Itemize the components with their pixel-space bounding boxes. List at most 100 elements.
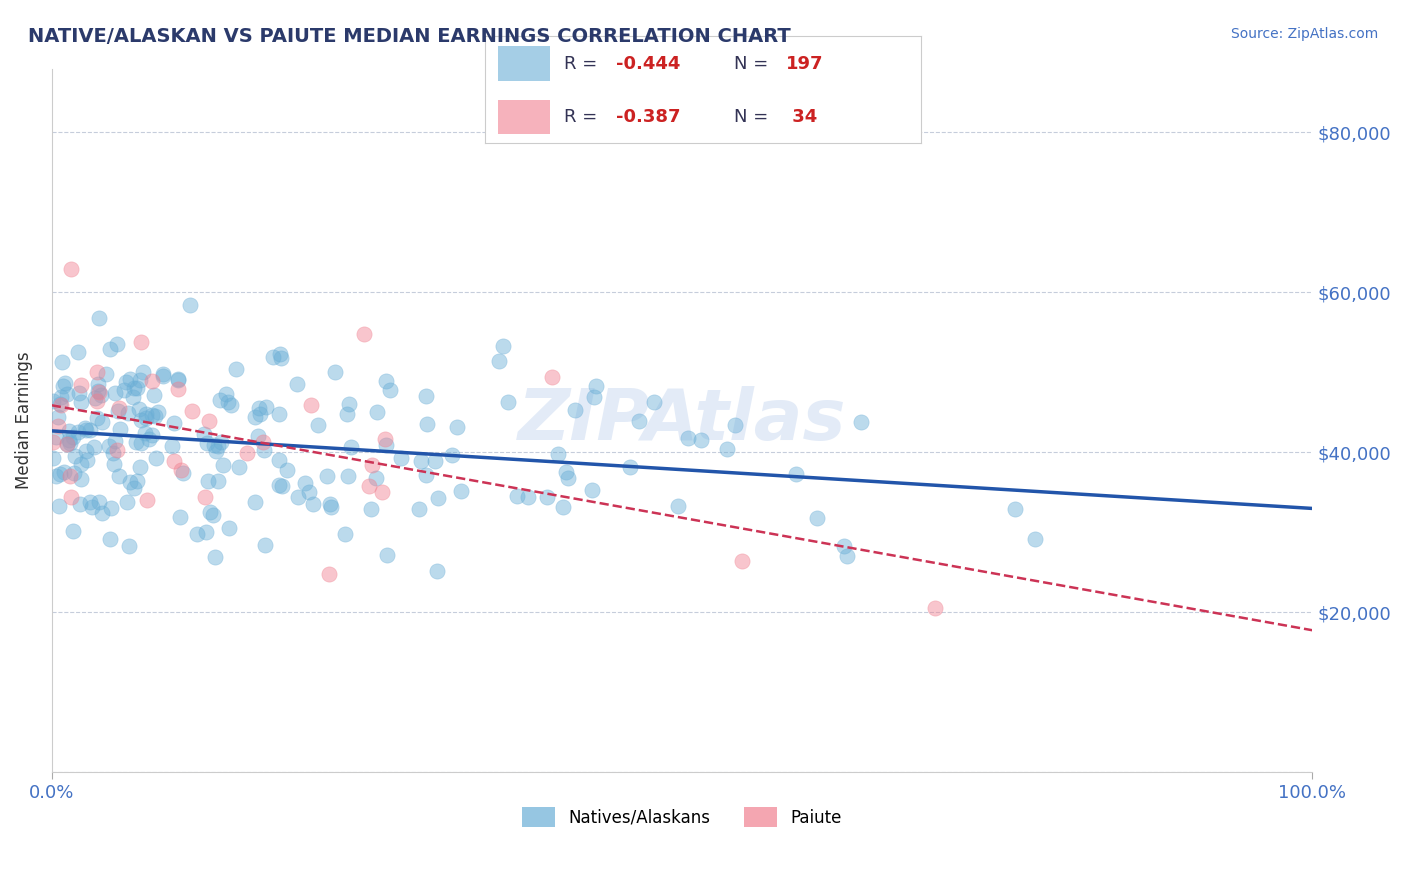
Point xyxy=(415,417,437,432)
Point xyxy=(134,425,156,440)
Point xyxy=(294,475,316,490)
Point xyxy=(359,479,381,493)
Point xyxy=(316,468,339,483)
Point xyxy=(269,347,291,361)
Point xyxy=(125,381,148,395)
Point xyxy=(103,434,125,449)
Point xyxy=(42,393,65,408)
Point xyxy=(105,337,128,351)
Point xyxy=(441,448,464,462)
Point xyxy=(339,440,361,454)
Point xyxy=(678,431,700,445)
Point xyxy=(217,395,239,409)
Point xyxy=(335,526,357,541)
Point xyxy=(806,511,828,525)
Point xyxy=(716,442,738,457)
Point xyxy=(415,468,437,483)
Point xyxy=(835,549,858,563)
Point xyxy=(254,538,277,552)
Point xyxy=(145,451,167,466)
Point xyxy=(79,495,101,509)
Point xyxy=(204,550,226,565)
Point xyxy=(207,439,229,453)
Point xyxy=(86,365,108,379)
Point xyxy=(360,502,382,516)
Point xyxy=(87,384,110,399)
Point xyxy=(321,500,343,515)
Point xyxy=(63,449,86,463)
Point xyxy=(536,490,558,504)
Point xyxy=(70,394,93,409)
Point xyxy=(45,468,67,483)
Point xyxy=(336,408,359,422)
Point xyxy=(834,540,856,554)
Point xyxy=(42,450,65,465)
Point xyxy=(666,500,689,514)
Point xyxy=(1024,532,1046,546)
Point xyxy=(62,429,84,443)
Point xyxy=(125,434,148,449)
Point xyxy=(262,351,284,365)
Point xyxy=(48,397,70,411)
Point xyxy=(46,410,69,425)
Point xyxy=(427,491,450,505)
Point xyxy=(785,467,807,482)
Point xyxy=(301,398,323,412)
Point xyxy=(59,436,82,450)
Point xyxy=(730,553,752,567)
Point xyxy=(323,364,346,378)
Point xyxy=(143,387,166,401)
Point xyxy=(94,368,117,382)
Point xyxy=(221,398,243,412)
Point xyxy=(67,425,90,439)
Point xyxy=(87,384,110,398)
Point xyxy=(128,402,150,417)
Point xyxy=(415,389,437,403)
Point xyxy=(212,458,235,472)
Point xyxy=(924,600,946,615)
Point xyxy=(56,437,79,451)
Point xyxy=(51,379,73,393)
Point xyxy=(105,443,128,458)
Point xyxy=(58,424,80,438)
Point xyxy=(129,435,152,450)
Text: 34: 34 xyxy=(786,108,817,126)
Point xyxy=(58,433,80,447)
Point xyxy=(141,409,163,423)
Legend: Natives/Alaskans, Paiute: Natives/Alaskans, Paiute xyxy=(516,800,849,834)
Point xyxy=(87,377,110,392)
Point xyxy=(247,429,270,443)
Point xyxy=(207,475,229,489)
Point xyxy=(269,407,291,421)
Point xyxy=(408,501,430,516)
Point xyxy=(169,463,191,477)
Point xyxy=(377,548,399,562)
Point xyxy=(195,524,218,539)
Point xyxy=(488,353,510,368)
Point xyxy=(172,466,194,480)
Point xyxy=(117,406,139,420)
Text: 197: 197 xyxy=(786,54,824,72)
Point xyxy=(186,527,208,541)
Point xyxy=(215,387,238,401)
Point xyxy=(131,334,153,349)
Point xyxy=(193,427,215,442)
Point xyxy=(581,483,603,497)
Point xyxy=(269,453,291,467)
Point xyxy=(87,310,110,325)
Point xyxy=(204,443,226,458)
Point xyxy=(198,414,221,428)
Point xyxy=(112,384,135,398)
Point xyxy=(194,491,217,505)
Point xyxy=(138,432,160,446)
Point xyxy=(426,565,449,579)
Point xyxy=(152,367,174,381)
Point xyxy=(84,391,107,405)
Point xyxy=(245,495,267,509)
Point xyxy=(167,382,190,396)
Point xyxy=(361,458,384,473)
Point xyxy=(1004,502,1026,516)
Point xyxy=(59,490,82,504)
Point xyxy=(103,457,125,471)
Point xyxy=(104,385,127,400)
